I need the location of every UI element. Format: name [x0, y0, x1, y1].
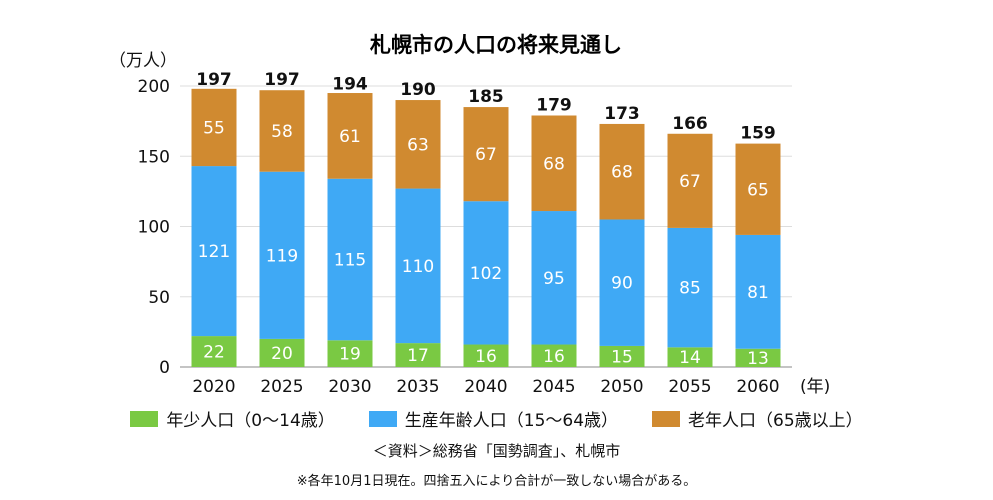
x-tick-label: 2040 [464, 377, 507, 397]
y-tick-label: 0 [159, 358, 170, 378]
segment-value-label: 95 [543, 269, 565, 289]
segment-value-label: 81 [747, 283, 769, 303]
legend-label-working: 生産年齢人口（15～64歳） [404, 411, 619, 431]
bars: 22 121 55 197 20 119 58 197 19 115 61 194 17 110 63 190… [191, 70, 781, 369]
bar-segment [531, 115, 577, 212]
segment-value-label: 115 [334, 251, 366, 271]
bar-segment [327, 178, 373, 341]
segment-value-label: 16 [543, 347, 565, 367]
segment-value-label: 22 [203, 343, 225, 363]
bar-segment [259, 338, 305, 367]
segment-value-label: 17 [407, 346, 429, 366]
segment-value-label: 119 [266, 246, 298, 266]
x-axis-label: (年) [800, 377, 830, 397]
bar-segment [191, 166, 237, 337]
x-tick-label: 2055 [668, 377, 711, 397]
bar-segment [667, 133, 713, 228]
segment-value-label: 55 [203, 118, 225, 138]
y-tick-label: 200 [138, 77, 170, 97]
bar-segment [395, 188, 441, 344]
bar-total-label: 185 [468, 87, 504, 107]
bar-segment [191, 88, 237, 167]
segment-value-label: 14 [679, 348, 701, 368]
segment-value-label: 85 [679, 279, 701, 299]
x-axis-ticks: 2020 2025 2030 2035 2040 2045 2050 2055 2060 [192, 377, 779, 397]
x-tick-label: 2020 [192, 377, 235, 397]
bar-total-label: 159 [740, 124, 776, 144]
segment-value-label: 68 [543, 154, 565, 174]
bar-total-label: 179 [536, 96, 572, 116]
segment-value-label: 19 [339, 345, 361, 365]
bar-total-label: 166 [672, 114, 708, 134]
footnote: ※各年10月1日現在。四捨五入により合計が一致しない場合がある。 [296, 474, 697, 489]
bar-segment [463, 201, 509, 345]
bar-total-label: 197 [264, 70, 300, 90]
bar-segment [735, 143, 781, 235]
legend: 年少人口（0～14歳） 生産年齢人口（15～64歳） 老年人口（65歳以上） [0, 406, 993, 431]
bar-segment [463, 107, 509, 202]
legend-label-elderly: 老年人口（65歳以上） [688, 411, 863, 431]
segment-value-label: 58 [271, 122, 293, 142]
bar-segment [667, 347, 713, 367]
x-tick-label: 2060 [736, 377, 779, 397]
segment-value-label: 63 [407, 135, 429, 155]
legend-swatch-elderly [652, 410, 681, 427]
x-tick-label: 2035 [396, 377, 439, 397]
bar-total-label: 197 [196, 70, 232, 90]
bar-segment [463, 344, 509, 367]
x-tick-label: 2045 [532, 377, 575, 397]
source-text: ＜資料＞総務省「国勢調査」、札幌市 [372, 442, 621, 460]
bar-segment [395, 343, 441, 367]
legend-swatch-working [368, 410, 397, 427]
segment-value-label: 121 [198, 242, 230, 262]
x-tick-label: 2025 [260, 377, 303, 397]
bar-segment [327, 93, 373, 179]
segment-value-label: 16 [475, 347, 497, 367]
bar-segment [531, 344, 577, 367]
segment-value-label: 15 [611, 347, 633, 367]
bar-segment [327, 340, 373, 367]
segment-value-label: 102 [470, 264, 502, 284]
x-tick-label: 2050 [600, 377, 643, 397]
segment-value-label: 68 [611, 163, 633, 183]
stacked-bar-chart: 札幌市の人口の将来見通し （万人） 0 50 100 150 200 22 121 55 19… [109, 33, 830, 397]
bar-total-label: 190 [400, 80, 436, 100]
y-tick-label: 50 [148, 288, 170, 308]
bar-segment [667, 227, 713, 348]
segment-value-label: 67 [475, 145, 497, 165]
y-axis-ticks: 0 50 100 150 200 [138, 77, 170, 378]
y-tick-label: 150 [138, 147, 170, 167]
bar-segment [259, 171, 305, 339]
chart-title: 札幌市の人口の将来見通し [369, 33, 622, 57]
segment-value-label: 110 [402, 257, 434, 277]
bar-segment [599, 219, 645, 346]
segment-value-label: 67 [679, 172, 701, 192]
segment-value-label: 90 [611, 274, 633, 294]
bar-segment [599, 345, 645, 367]
y-tick-label: 100 [138, 218, 170, 238]
segment-value-label: 20 [271, 344, 293, 364]
bar-segment [599, 123, 645, 220]
segment-value-label: 13 [747, 349, 769, 369]
bar-segment [191, 336, 237, 367]
legend-item-youth: 年少人口（0～14歳） [130, 406, 335, 431]
y-axis-label: （万人） [109, 51, 177, 71]
bar-segment [735, 234, 781, 349]
bar-total-label: 194 [332, 74, 368, 94]
bar-segment [735, 348, 781, 367]
bar-segment [259, 90, 305, 172]
segment-value-label: 61 [339, 127, 361, 147]
bar-total-label: 173 [604, 104, 640, 124]
bar-segment [395, 100, 441, 189]
x-tick-label: 2030 [328, 377, 371, 397]
segment-value-label: 65 [747, 180, 769, 200]
legend-item-working: 生産年齢人口（15～64歳） [368, 406, 619, 431]
legend-item-elderly: 老年人口（65歳以上） [652, 406, 863, 431]
legend-swatch-youth [130, 410, 159, 427]
bar-segment [531, 211, 577, 345]
legend-label-youth: 年少人口（0～14歳） [166, 411, 335, 431]
